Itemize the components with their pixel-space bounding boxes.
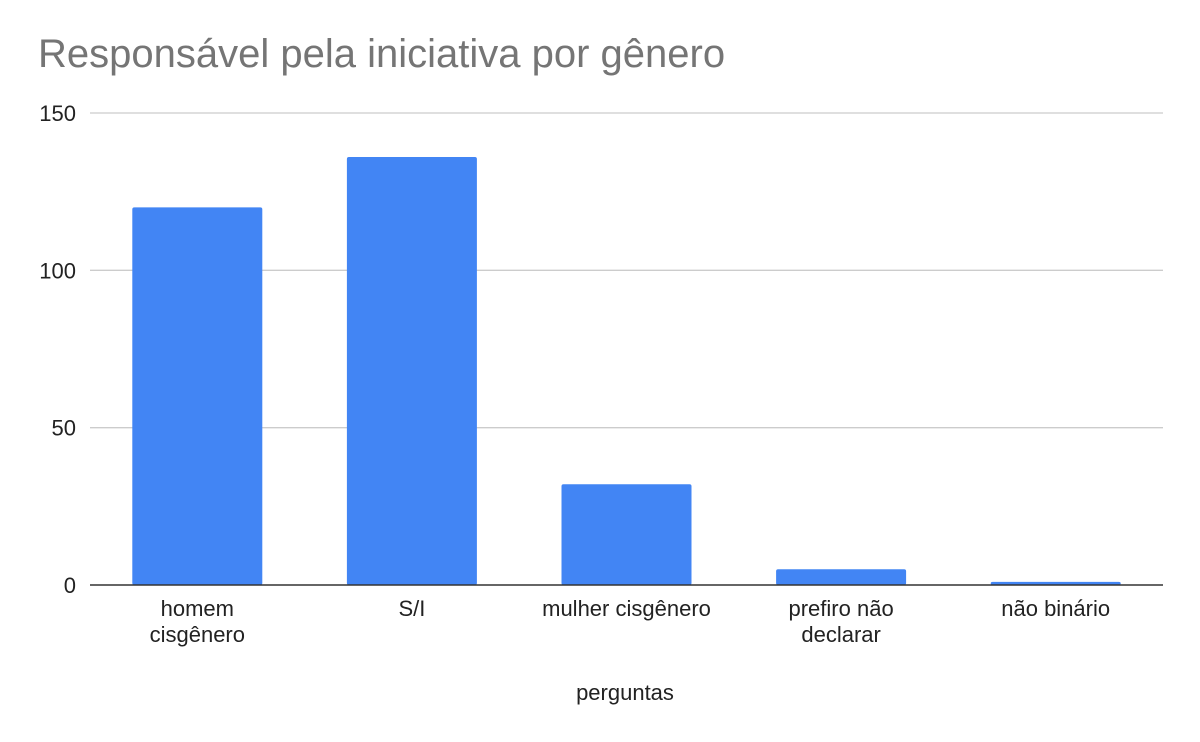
x-tick-label: mulher cisgênero <box>542 596 711 621</box>
y-tick-label: 100 <box>39 258 76 283</box>
bar <box>132 207 263 585</box>
x-tick-label: não binário <box>1001 596 1110 621</box>
x-tick-label: homem cisgênero <box>150 596 245 647</box>
bar <box>346 157 477 585</box>
chart-title: Responsável pela iniciativa por gênero <box>38 32 726 76</box>
x-tick-label: S/I <box>398 596 425 621</box>
x-axis-title: perguntas <box>576 680 674 705</box>
bar <box>561 484 692 585</box>
y-tick-label: 150 <box>39 101 76 126</box>
y-tick-label: 50 <box>52 416 76 441</box>
y-tick-label: 0 <box>64 573 76 598</box>
x-tick-label: prefiro não declarar <box>789 596 894 647</box>
bar <box>776 569 907 585</box>
bar <box>990 581 1121 585</box>
